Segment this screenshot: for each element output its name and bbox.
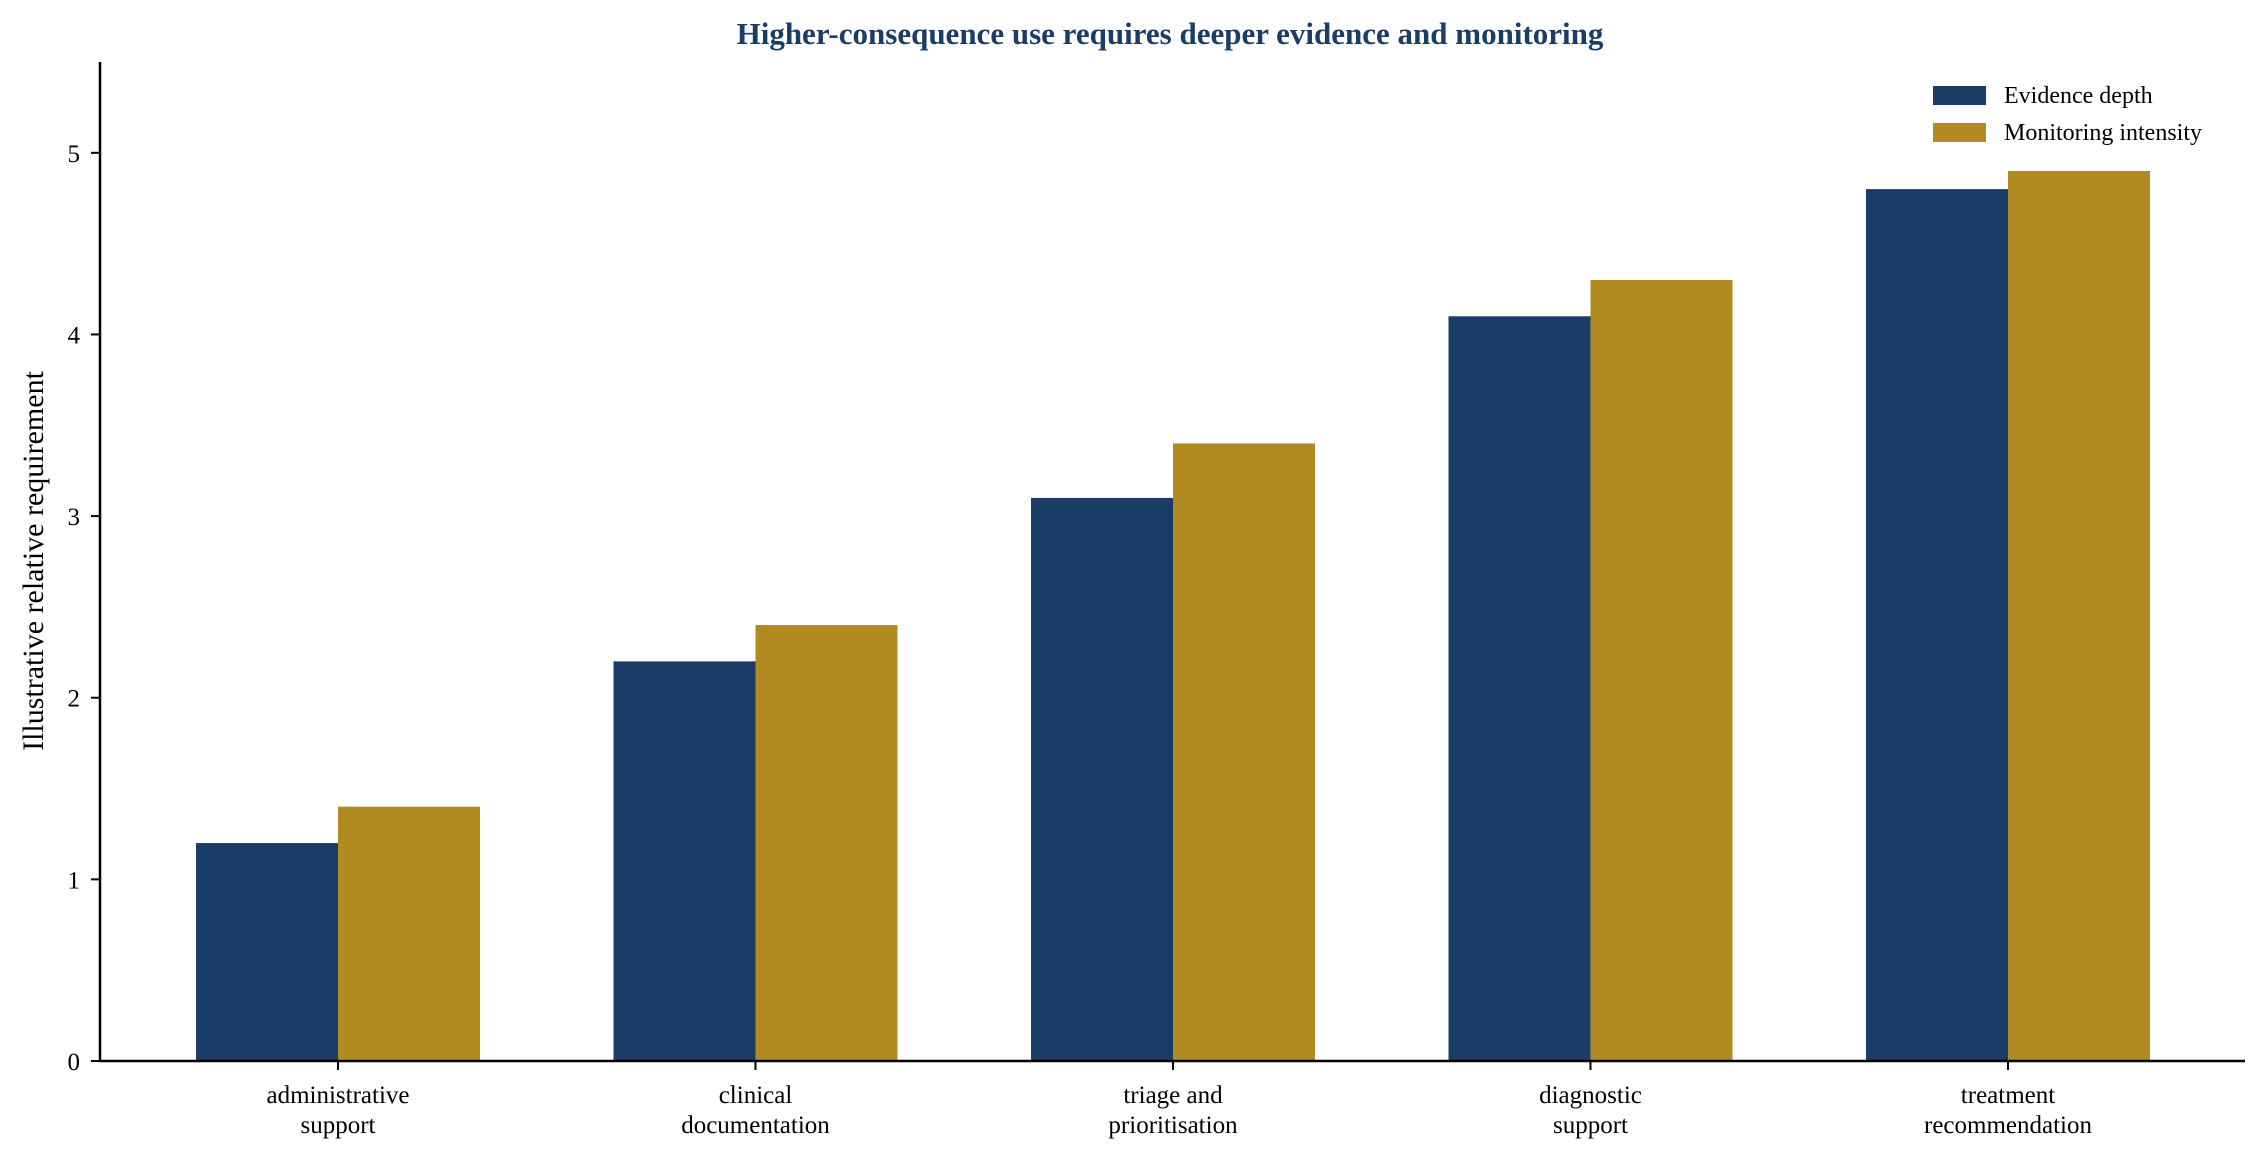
bars-group: [196, 170, 2150, 1062]
bar-evidence-depth-3: [1448, 316, 1591, 1062]
x-axis-ticks: administrative support clinical documentati…: [266, 1061, 2092, 1139]
legend-swatch-monitoring-intensity: [1933, 123, 1986, 142]
bar-monitoring-intensity-3: [1590, 279, 1733, 1061]
y-tick-label: 2: [68, 686, 81, 713]
bar-evidence-depth-2: [1031, 497, 1173, 1062]
legend-swatch-evidence-depth: [1933, 86, 1986, 105]
legend-label-monitoring-intensity: Monitoring intensity: [2004, 120, 2202, 146]
bar-evidence-depth-1: [613, 661, 756, 1061]
y-axis-ticks: 0 1 2 3 4 5: [68, 141, 100, 1076]
legend-label-evidence-depth: Evidence depth: [2004, 83, 2153, 109]
bar-evidence-depth-4: [1866, 189, 2008, 1062]
bar-monitoring-intensity-2: [1173, 443, 1315, 1061]
y-tick-label: 4: [68, 322, 81, 349]
x-tick-label: triage and prioritisation: [1108, 1082, 1238, 1139]
x-tick-label: clinical documentation: [681, 1082, 830, 1139]
x-tick-label: diagnostic support: [1539, 1082, 1642, 1139]
bar-monitoring-intensity-0: [338, 806, 480, 1061]
legend: Evidence depth Monitoring intensity: [1933, 83, 2202, 146]
y-axis-label: Illustrative relative requirement: [17, 370, 50, 750]
y-tick-label: 0: [68, 1049, 81, 1076]
y-tick-label: 1: [68, 867, 81, 894]
y-tick-label: 3: [68, 504, 81, 531]
x-tick-label: administrative support: [266, 1082, 409, 1139]
bar-monitoring-intensity-4: [2008, 170, 2150, 1061]
x-tick-label: treatment recommendation: [1924, 1082, 2092, 1139]
bar-monitoring-intensity-1: [755, 625, 898, 1061]
bar-evidence-depth-0: [196, 843, 338, 1061]
y-tick-label: 5: [68, 141, 81, 168]
chart-title: Higher-consequence use requires deeper e…: [737, 16, 1604, 51]
